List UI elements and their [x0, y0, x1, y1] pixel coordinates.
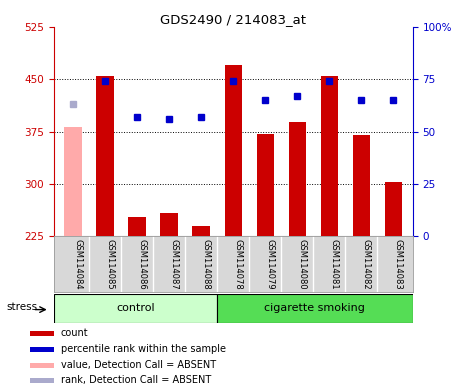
Title: GDS2490 / 214083_at: GDS2490 / 214083_at: [160, 13, 306, 26]
Bar: [64, 127, 82, 236]
Text: GSM114087: GSM114087: [169, 239, 178, 290]
Text: stress: stress: [7, 302, 38, 312]
Text: percentile rank within the sample: percentile rank within the sample: [61, 344, 226, 354]
Bar: [30, 379, 54, 383]
Bar: [385, 182, 402, 236]
Bar: [160, 213, 178, 236]
Text: rank, Detection Call = ABSENT: rank, Detection Call = ABSENT: [61, 376, 211, 384]
Text: GSM114084: GSM114084: [73, 239, 82, 290]
Bar: [129, 217, 146, 236]
Bar: [225, 65, 242, 236]
Text: GSM114083: GSM114083: [393, 239, 402, 290]
Text: GSM114085: GSM114085: [105, 239, 114, 290]
Bar: [30, 331, 54, 336]
Bar: [217, 294, 413, 323]
Bar: [54, 294, 217, 323]
Bar: [97, 76, 114, 236]
Text: GSM114078: GSM114078: [234, 239, 242, 290]
Text: GSM114082: GSM114082: [362, 239, 371, 290]
Text: GSM114086: GSM114086: [137, 239, 146, 290]
Bar: [288, 122, 306, 236]
Text: count: count: [61, 328, 88, 338]
Bar: [30, 363, 54, 368]
Text: control: control: [116, 303, 155, 313]
Text: GSM114088: GSM114088: [201, 239, 210, 290]
Text: GSM114081: GSM114081: [329, 239, 339, 290]
Bar: [192, 226, 210, 236]
Bar: [321, 76, 338, 236]
Bar: [257, 134, 274, 236]
Text: cigarette smoking: cigarette smoking: [265, 303, 365, 313]
Text: GSM114080: GSM114080: [297, 239, 306, 290]
Bar: [30, 347, 54, 352]
Text: GSM114079: GSM114079: [265, 239, 274, 290]
Text: value, Detection Call = ABSENT: value, Detection Call = ABSENT: [61, 360, 216, 370]
Bar: [353, 135, 370, 236]
